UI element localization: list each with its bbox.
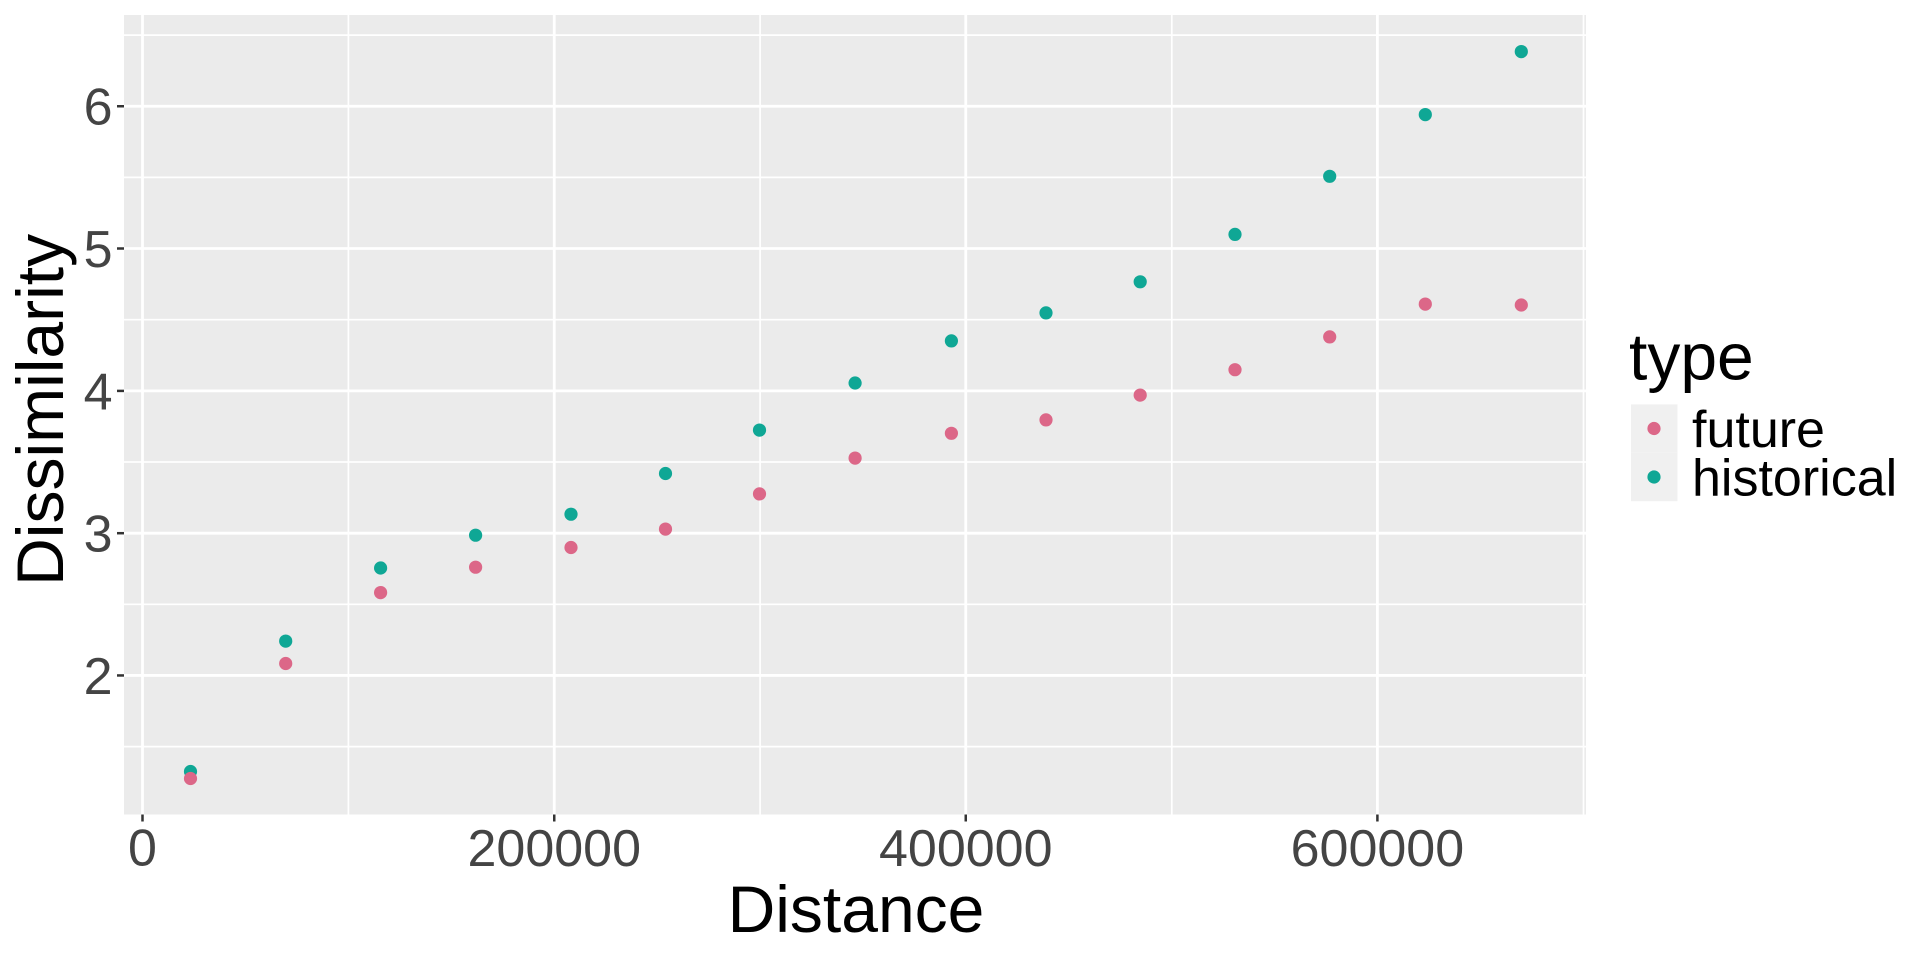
svg-text:future: future bbox=[1692, 401, 1825, 459]
svg-text:4: 4 bbox=[84, 363, 113, 421]
svg-text:Distance: Distance bbox=[728, 872, 985, 946]
svg-text:600000: 600000 bbox=[1291, 820, 1465, 878]
svg-text:2: 2 bbox=[84, 648, 113, 706]
svg-text:5: 5 bbox=[84, 221, 113, 279]
svg-text:Dissimilarity: Dissimilarity bbox=[3, 234, 77, 586]
svg-text:type: type bbox=[1629, 320, 1754, 394]
svg-text:3: 3 bbox=[84, 506, 113, 564]
svg-text:200000: 200000 bbox=[467, 820, 641, 878]
svg-text:6: 6 bbox=[84, 79, 113, 137]
svg-text:400000: 400000 bbox=[879, 820, 1053, 878]
svg-text:0: 0 bbox=[128, 820, 157, 878]
svg-text:historical: historical bbox=[1692, 449, 1897, 507]
